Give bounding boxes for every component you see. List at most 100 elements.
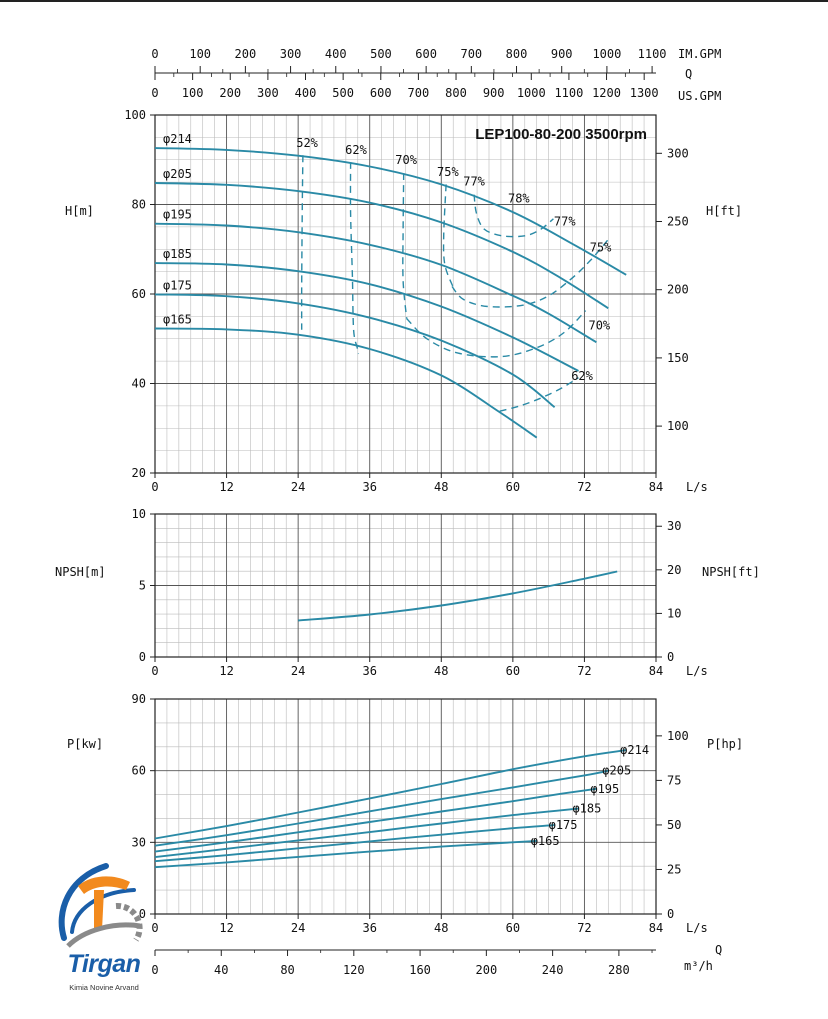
x-tick-label: 72 (577, 480, 591, 494)
y-right-tick-label: 10 (667, 606, 681, 620)
power-curve-label: φ185 (572, 802, 601, 816)
im-gpm-tick-label: 0 (151, 47, 158, 61)
efficiency-label: 62% (571, 369, 593, 383)
power-curve-label: φ214 (620, 743, 649, 757)
y-right-axis-label: P[hp] (707, 737, 743, 751)
y-tick-label: 20 (132, 466, 146, 480)
m3h-tick-label: 160 (409, 963, 431, 977)
logo-wordmark: Tirgan (67, 950, 141, 978)
x-tick-label: 60 (506, 664, 520, 678)
efficiency-curve (406, 310, 587, 358)
series-curve (154, 222, 597, 344)
x-tick-label: 48 (434, 480, 448, 494)
im-gpm-tick-label: 400 (325, 47, 347, 61)
x-tick-label: 0 (151, 480, 158, 494)
im-gpm-tick-label: 600 (415, 47, 437, 61)
efficiency-curve (300, 155, 304, 330)
head-curve-label: φ185 (163, 247, 192, 261)
efficiency-label: 70% (588, 318, 610, 332)
efficiency-label: 62% (345, 143, 367, 157)
series-curve (154, 327, 538, 439)
y-right-tick-label: 25 (667, 862, 681, 876)
series-curve (154, 824, 555, 863)
series-curve (154, 769, 609, 847)
m3h-tick-label: 240 (542, 963, 564, 977)
bottom-flow-axis: 0 40 80 120 160 200 240 280 Qm³/h (151, 943, 722, 977)
im-gpm-tick-label: 300 (280, 47, 302, 61)
im-gpm-tick-label: 500 (370, 47, 392, 61)
im-gpm-tick-label: 800 (506, 47, 528, 61)
us-gpm-tick-label: 400 (295, 86, 317, 100)
chart-title: LEP100-80-200 3500rpm (475, 126, 647, 143)
y-tick-label: 90 (132, 692, 146, 706)
y-tick-label: 100 (124, 108, 146, 122)
x-tick-label: 12 (219, 480, 233, 494)
y-tick-label: 40 (132, 377, 146, 391)
y-tick-label: 5 (139, 579, 146, 593)
series-curve (154, 787, 597, 853)
us-gpm-tick-label: 600 (370, 86, 392, 100)
y-right-tick-label: 30 (667, 519, 681, 533)
im-gpm-tick-label: 200 (235, 47, 257, 61)
efficiency-label: 77% (463, 175, 485, 189)
y-right-tick-label: 300 (667, 146, 689, 160)
y-tick-label: 0 (139, 650, 146, 664)
im-gpm-tick-label: 100 (189, 47, 211, 61)
series-curve (154, 293, 556, 408)
series-curve (298, 570, 618, 622)
efficiency-curve (451, 238, 609, 308)
x-tick-label: 36 (362, 921, 376, 935)
npsh-chart: 0 5 10 0 12 24 36 48 60 72 84 L/s 0 10 20 30 NPSH[m] NPSH… (55, 507, 760, 678)
y-tick-label: 30 (132, 835, 146, 849)
us-gpm-tick-label: 900 (483, 86, 505, 100)
head-curve-label: φ205 (163, 167, 192, 181)
top-flow-axes: 0 100 200 300 400 500 600 700 800 900 1000 1100 0 100… (151, 47, 721, 103)
m3h-tick-label: 200 (476, 963, 498, 977)
us-gpm-tick-label: 200 (219, 86, 241, 100)
x-tick-label: 36 (362, 480, 376, 494)
efficiency-label: 52% (296, 136, 318, 150)
im-gpm-tick-label: 1000 (592, 47, 621, 61)
power-curve-label: φ165 (531, 834, 560, 848)
y-tick-label: 60 (132, 287, 146, 301)
us-gpm-tick-label: 100 (182, 86, 204, 100)
y-tick-label: 10 (132, 507, 146, 521)
series-curve (154, 749, 627, 840)
bottom-q-label: Q (715, 943, 722, 957)
us-gpm-tick-label: 300 (257, 86, 279, 100)
y-right-tick-label: 100 (667, 729, 689, 743)
head-curve-label: φ195 (163, 208, 192, 222)
efficiency-label: 75% (437, 165, 459, 179)
top-q-label: Q (685, 67, 692, 81)
us-gpm-tick-label: 1000 (517, 86, 546, 100)
logo-subtitle: Kimia Novine Arvand (69, 983, 139, 992)
head-curve-label: φ165 (163, 312, 192, 326)
us-gpm-unit: US.GPM (678, 89, 721, 103)
y-right-tick-label: 20 (667, 563, 681, 577)
x-tick-label: 60 (506, 480, 520, 494)
efficiency-curve (402, 173, 408, 319)
m3h-tick-label: 0 (151, 963, 158, 977)
y-right-tick-label: 150 (667, 351, 689, 365)
efficiency-label: 78% (508, 191, 530, 205)
x-tick-label: 48 (434, 921, 448, 935)
y-right-tick-label: 100 (667, 419, 689, 433)
y-tick-label: 80 (132, 198, 146, 212)
y-right-tick-label: 0 (667, 650, 674, 664)
head-curve-label: φ175 (163, 278, 192, 292)
x-tick-label: 36 (362, 664, 376, 678)
y-right-tick-label: 75 (667, 773, 681, 787)
im-gpm-tick-label: 1100 (638, 47, 667, 61)
y-tick-label: 60 (132, 764, 146, 778)
x-tick-label: 84 (649, 921, 663, 935)
y-right-tick-label: 50 (667, 818, 681, 832)
power-chart: 0 30 60 90 0 12 24 36 48 60 72 84 L/s 0 25 50 75 100 P[kw]… (67, 692, 743, 935)
im-gpm-unit: IM.GPM (678, 47, 721, 61)
series-curve (154, 839, 537, 869)
y-right-tick-label: 250 (667, 215, 689, 229)
series-curve (154, 182, 609, 310)
us-gpm-tick-label: 0 (151, 86, 158, 100)
us-gpm-tick-label: 1300 (630, 86, 659, 100)
plot-frame (154, 698, 657, 915)
head-curve-label: φ214 (163, 132, 192, 146)
